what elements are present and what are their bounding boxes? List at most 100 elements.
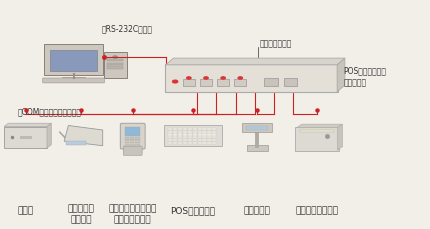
Bar (188, 136, 192, 139)
Bar (168, 134, 172, 136)
Bar (178, 142, 182, 144)
Bar (198, 139, 202, 142)
Bar (178, 131, 182, 133)
Bar (168, 139, 172, 142)
Bar (217, 79, 229, 86)
Bar (4, 127, 47, 148)
Bar (178, 136, 182, 139)
FancyBboxPatch shape (62, 78, 85, 80)
Bar (188, 131, 192, 133)
Bar (198, 131, 202, 133)
Circle shape (204, 77, 208, 80)
Bar (108, 67, 123, 69)
Bar (212, 142, 216, 144)
Bar (178, 128, 182, 131)
Circle shape (238, 77, 243, 80)
Bar (183, 136, 187, 139)
Bar (173, 136, 177, 139)
Polygon shape (64, 126, 103, 146)
Bar (193, 128, 197, 131)
FancyBboxPatch shape (242, 123, 272, 132)
Bar (178, 139, 182, 142)
Bar (108, 60, 123, 62)
Bar (193, 139, 197, 142)
Bar (173, 131, 177, 133)
Text: 料金表示器: 料金表示器 (243, 205, 270, 214)
Bar (168, 142, 172, 144)
FancyBboxPatch shape (123, 147, 142, 156)
Bar (212, 136, 216, 139)
Bar (183, 128, 187, 131)
Bar (198, 128, 202, 131)
Bar (207, 142, 212, 144)
Bar (173, 139, 177, 142)
Bar (135, 140, 140, 142)
Bar (183, 134, 187, 136)
Bar (203, 142, 207, 144)
Bar (183, 131, 187, 133)
Circle shape (221, 77, 225, 80)
Polygon shape (166, 59, 345, 65)
Bar (198, 136, 202, 139)
Bar (212, 134, 216, 136)
Bar (264, 79, 278, 87)
FancyBboxPatch shape (120, 124, 145, 150)
Bar (125, 138, 129, 139)
Circle shape (172, 81, 178, 84)
Bar (135, 138, 140, 139)
Text: バーコード
スキャナ: バーコード スキャナ (68, 203, 95, 224)
Bar (168, 136, 172, 139)
Polygon shape (47, 124, 51, 148)
Bar (50, 51, 97, 71)
FancyBboxPatch shape (163, 125, 222, 147)
Bar (183, 79, 195, 86)
Bar (173, 134, 177, 136)
Bar (20, 136, 31, 139)
Polygon shape (337, 59, 345, 92)
FancyBboxPatch shape (246, 146, 267, 151)
Bar (130, 140, 135, 142)
Bar (135, 144, 140, 146)
Polygon shape (4, 124, 51, 127)
Bar (200, 79, 212, 86)
Bar (203, 131, 207, 133)
Text: レシートプリンタ: レシートプリンタ (295, 205, 338, 214)
Bar (198, 142, 202, 144)
Bar (130, 138, 135, 139)
Bar (130, 142, 135, 144)
Bar (173, 128, 177, 131)
Bar (173, 142, 177, 144)
Bar (198, 134, 202, 136)
FancyBboxPatch shape (43, 79, 104, 84)
Bar (125, 142, 129, 144)
Bar (193, 142, 197, 144)
Polygon shape (338, 125, 343, 150)
Bar (188, 128, 192, 131)
FancyBboxPatch shape (295, 128, 339, 151)
FancyBboxPatch shape (44, 45, 103, 75)
Bar (108, 63, 123, 66)
Text: （RS-232C接続）: （RS-232C接続） (101, 24, 153, 33)
Text: （COMポートが必要です）: （COMポートが必要です） (18, 107, 82, 116)
Bar (193, 134, 197, 136)
Bar (246, 127, 268, 130)
Bar (125, 140, 129, 142)
Bar (183, 139, 187, 142)
Bar (283, 79, 297, 87)
FancyBboxPatch shape (104, 53, 127, 79)
Polygon shape (297, 125, 343, 128)
Bar (207, 139, 212, 142)
Bar (66, 141, 86, 145)
Text: ドロア: ドロア (18, 205, 34, 214)
Text: POSコントローラ
特許取得済: POSコントローラ 特許取得済 (344, 66, 387, 87)
Bar (207, 131, 212, 133)
Bar (203, 136, 207, 139)
Bar (135, 142, 140, 144)
Bar (125, 144, 129, 146)
Bar (188, 134, 192, 136)
Bar (300, 131, 334, 132)
Bar (168, 131, 172, 133)
Bar (178, 134, 182, 136)
Bar (207, 128, 212, 131)
Bar (193, 131, 197, 133)
